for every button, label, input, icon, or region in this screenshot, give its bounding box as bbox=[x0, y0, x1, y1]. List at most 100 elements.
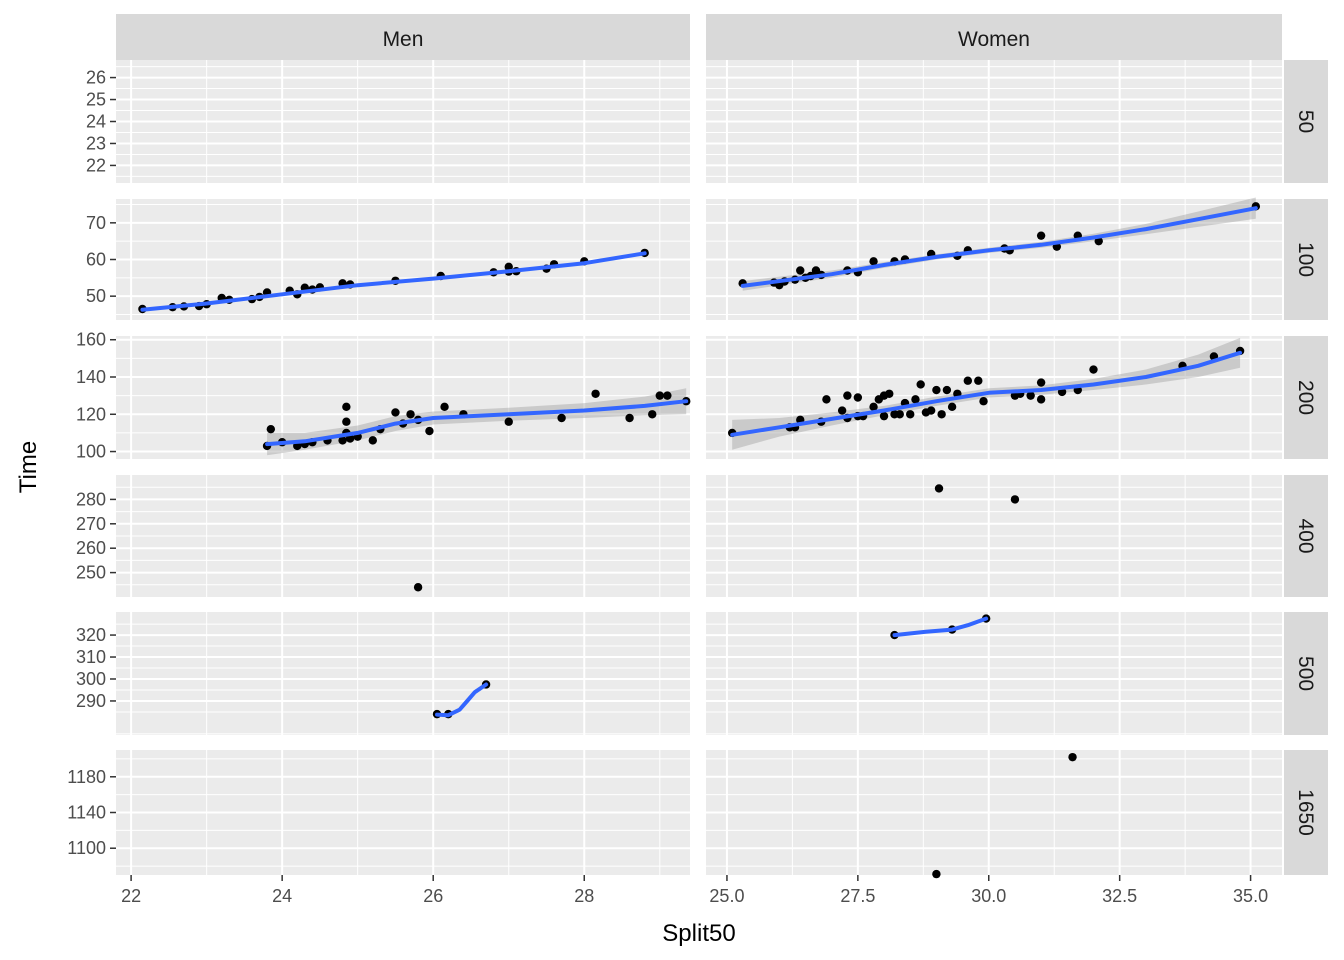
y-tick-label: 23 bbox=[86, 133, 106, 153]
panel-men-200-background bbox=[116, 336, 690, 459]
data-point bbox=[934, 484, 944, 493]
facet-strip-500 bbox=[1284, 612, 1328, 735]
panel-men-50 bbox=[116, 60, 690, 183]
data-point bbox=[895, 410, 904, 419]
x-tick-label: 22 bbox=[121, 886, 141, 906]
confidence-ribbon bbox=[267, 388, 687, 456]
y-tick-label: 300 bbox=[76, 669, 106, 689]
data-point bbox=[885, 389, 894, 398]
panel-women-50 bbox=[706, 60, 1282, 183]
data-point bbox=[648, 410, 657, 419]
facet-strip-200 bbox=[1284, 336, 1328, 459]
facet-strip-label-500: 500 bbox=[1294, 656, 1317, 691]
y-tick-label: 24 bbox=[86, 112, 106, 132]
x-tick-label: 30.0 bbox=[971, 886, 1006, 906]
x-tick-label: 28 bbox=[574, 886, 594, 906]
facet-strip-label-50: 50 bbox=[1294, 110, 1317, 133]
data-point bbox=[796, 266, 805, 275]
data-point bbox=[663, 391, 672, 400]
y-tick-label: 25 bbox=[86, 90, 106, 110]
data-point bbox=[1036, 231, 1046, 240]
panel-men-100 bbox=[116, 199, 690, 320]
data-point bbox=[853, 393, 863, 402]
panel-women-500-background bbox=[706, 612, 1282, 735]
data-point bbox=[979, 397, 988, 406]
data-point bbox=[1068, 752, 1077, 762]
data-point bbox=[1094, 236, 1103, 246]
panel-women-100 bbox=[706, 197, 1282, 320]
x-tick-label: 25.0 bbox=[709, 886, 744, 906]
data-point bbox=[391, 408, 400, 417]
data-point bbox=[879, 411, 889, 421]
y-tick-label: 1180 bbox=[67, 767, 106, 787]
facet-strip-men bbox=[116, 14, 690, 60]
data-point bbox=[557, 413, 566, 423]
y-tick-label: 100 bbox=[76, 442, 106, 462]
y-tick-label: 270 bbox=[76, 514, 106, 534]
panel-women-200 bbox=[706, 336, 1282, 459]
facet-strip-400 bbox=[1284, 475, 1328, 597]
y-tick-label: 120 bbox=[76, 404, 106, 424]
data-point bbox=[338, 436, 347, 445]
panel-women-500 bbox=[706, 612, 1282, 735]
x-tick-label: 35.0 bbox=[1233, 886, 1268, 906]
data-point bbox=[342, 402, 351, 412]
smooth-line bbox=[730, 350, 1243, 437]
data-point bbox=[932, 385, 941, 395]
x-tick-label: 26 bbox=[423, 886, 443, 906]
data-point bbox=[947, 402, 957, 412]
data-point bbox=[504, 262, 513, 272]
data-point bbox=[822, 395, 831, 404]
facet-strip-50 bbox=[1284, 60, 1328, 183]
y-tick-label: 70 bbox=[86, 213, 106, 233]
facet-strip-label-400: 400 bbox=[1294, 518, 1317, 553]
data-point bbox=[1026, 391, 1035, 400]
panel-men-400 bbox=[116, 475, 690, 597]
x-tick-label: 24 bbox=[272, 886, 292, 906]
panel-men-500-background bbox=[116, 612, 690, 735]
facet-strip-100 bbox=[1284, 199, 1328, 320]
y-tick-label: 250 bbox=[76, 563, 106, 583]
y-tick-label: 320 bbox=[76, 625, 106, 645]
data-point bbox=[368, 436, 377, 445]
y-tick-label: 290 bbox=[76, 691, 106, 711]
data-point bbox=[504, 417, 513, 426]
data-point bbox=[869, 402, 878, 412]
y-tick-label: 160 bbox=[76, 330, 106, 350]
x-axis-title: Split50 bbox=[662, 920, 735, 947]
x-tick-label: 32.5 bbox=[1102, 886, 1137, 906]
facet-strip-label-men: Men bbox=[383, 28, 424, 51]
facet-strip-label-200: 200 bbox=[1294, 380, 1317, 415]
x-tick-label: 27.5 bbox=[840, 886, 875, 906]
y-tick-label: 1140 bbox=[67, 803, 106, 823]
smooth-line bbox=[140, 251, 647, 312]
facet-panels: Men Women50100200400500165022232425265060… bbox=[67, 14, 1328, 906]
facet-strip-label-100: 100 bbox=[1294, 242, 1317, 277]
y-tick-label: 26 bbox=[86, 68, 106, 88]
data-point bbox=[906, 410, 915, 419]
data-point bbox=[932, 869, 941, 879]
panel-women-400 bbox=[706, 475, 1282, 597]
data-point bbox=[655, 391, 664, 400]
data-point bbox=[869, 257, 878, 266]
y-tick-label: 280 bbox=[76, 489, 106, 509]
panel-men-500 bbox=[116, 612, 690, 735]
smooth-line bbox=[892, 616, 989, 638]
data-point bbox=[974, 376, 983, 385]
y-tick-label: 310 bbox=[76, 647, 106, 667]
facet-strip-women bbox=[706, 14, 1282, 60]
data-point bbox=[1036, 395, 1046, 404]
facet-strip-label-1650: 1650 bbox=[1294, 789, 1317, 836]
y-axis-title: Time bbox=[15, 441, 42, 493]
data-point bbox=[342, 417, 351, 426]
data-point bbox=[926, 406, 936, 415]
data-point bbox=[1010, 495, 1020, 504]
smooth-line bbox=[265, 399, 689, 447]
data-point bbox=[911, 395, 920, 404]
data-point bbox=[837, 406, 847, 415]
y-tick-label: 260 bbox=[76, 538, 106, 558]
data-point bbox=[942, 385, 952, 395]
data-point bbox=[413, 583, 423, 592]
y-tick-label: 22 bbox=[86, 155, 106, 175]
